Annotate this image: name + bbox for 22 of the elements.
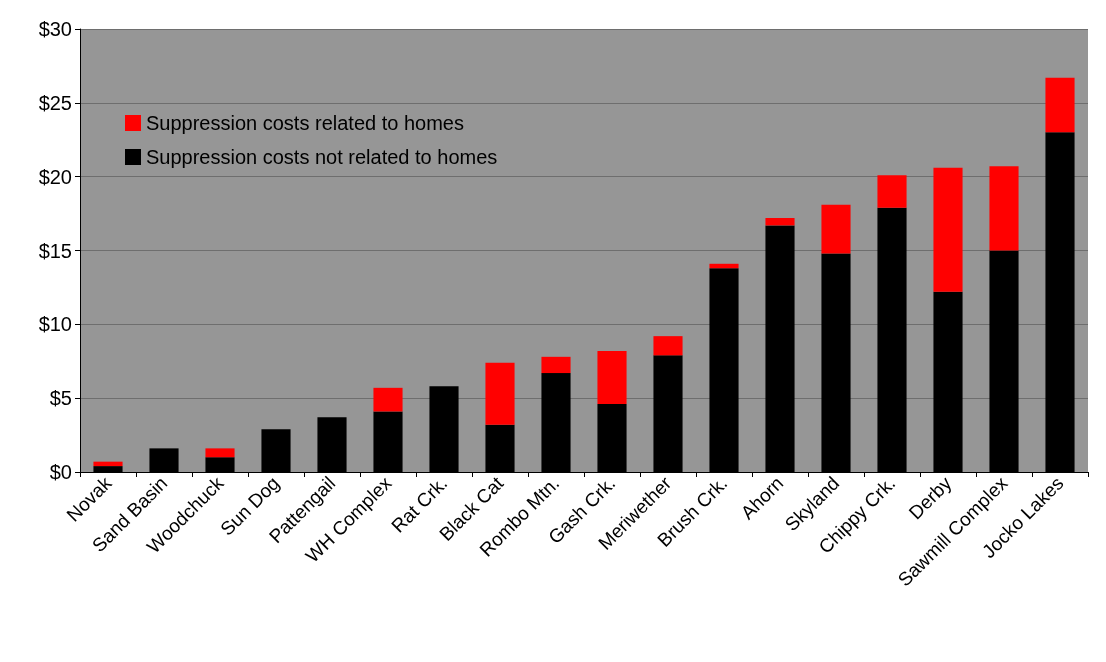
bar xyxy=(373,387,403,412)
y-tick-label: $25 xyxy=(38,91,72,114)
bar xyxy=(821,204,851,254)
bar xyxy=(933,167,963,292)
y-tick-label: $15 xyxy=(38,239,72,262)
bar xyxy=(205,448,235,458)
bar xyxy=(765,218,795,226)
y-tick-label: $5 xyxy=(49,387,72,410)
bar xyxy=(1045,77,1075,133)
y-tick-label: $10 xyxy=(38,313,72,336)
bar xyxy=(597,350,627,405)
y-tick-label: $30 xyxy=(38,18,72,40)
bar xyxy=(93,461,123,467)
bar xyxy=(709,263,739,269)
bar xyxy=(485,362,515,425)
bar xyxy=(541,356,571,374)
bar xyxy=(989,166,1019,251)
bar xyxy=(653,336,683,356)
bar xyxy=(877,175,907,208)
legend-label: Suppression costs not related to homes xyxy=(146,146,498,168)
legend-label: Suppression costs related to homes xyxy=(146,112,464,134)
y-tick-label: $20 xyxy=(38,165,72,188)
